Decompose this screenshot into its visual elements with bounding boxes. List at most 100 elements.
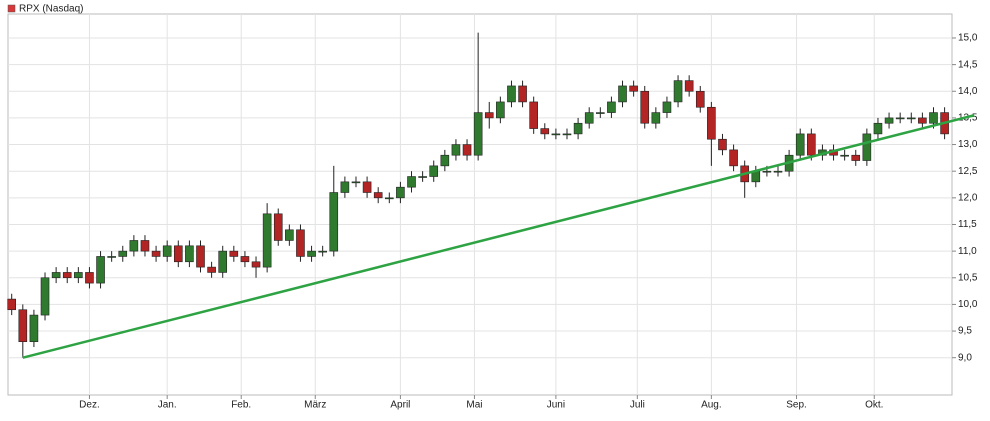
- candle-body: [851, 154, 861, 161]
- candle-body: [596, 112, 605, 114]
- y-tick-label: 15,0: [958, 33, 978, 44]
- candle-body: [695, 90, 705, 108]
- y-tick-label: 13,0: [958, 139, 978, 150]
- candle-body: [7, 298, 17, 311]
- candle-body: [562, 133, 572, 136]
- candle-body: [684, 80, 694, 92]
- candle-body: [640, 90, 650, 124]
- candle-body: [29, 314, 39, 343]
- legend-swatch: [7, 4, 16, 13]
- candle-body: [129, 240, 139, 252]
- candle-body: [496, 101, 505, 119]
- candle-body: [440, 154, 450, 167]
- candle-body: [551, 133, 561, 136]
- y-tick-label: 10,5: [958, 272, 978, 283]
- x-tick-label: Sep.: [786, 400, 807, 411]
- candle-body: [51, 272, 61, 279]
- candle-body: [207, 266, 216, 273]
- candle-body: [651, 112, 661, 124]
- candle-body: [573, 122, 583, 135]
- candle-body: [362, 181, 372, 193]
- candle-body: [451, 144, 461, 156]
- candle-body: [218, 250, 228, 273]
- y-tick-label: 12,0: [958, 192, 978, 203]
- x-tick-label: Feb.: [231, 400, 251, 411]
- candle-body: [507, 85, 516, 103]
- trend-line: [22, 114, 975, 359]
- y-tick-label: 14,0: [958, 86, 978, 97]
- candle-body: [396, 186, 405, 199]
- y-tick-label: 12,5: [958, 166, 978, 177]
- y-tick-label: 10,0: [958, 299, 978, 310]
- x-tick-label: Jan.: [158, 400, 177, 411]
- candle-body: [418, 176, 427, 178]
- candle-body: [873, 122, 883, 135]
- y-tick-label: 14,5: [958, 59, 978, 70]
- candle-body: [74, 272, 83, 279]
- candle-body: [107, 256, 116, 258]
- candle-body: [906, 117, 916, 120]
- x-tick-label: Aug.: [701, 400, 722, 411]
- y-tick-label: 11,5: [958, 219, 977, 230]
- candle-body: [462, 144, 472, 156]
- candle-body: [529, 101, 538, 129]
- candle-body: [340, 181, 350, 193]
- candle-body: [229, 250, 239, 257]
- candle-body: [351, 181, 361, 184]
- x-tick-label: April: [390, 400, 410, 411]
- candle-body: [707, 106, 716, 140]
- candle-body: [518, 85, 527, 103]
- candle-body: [795, 133, 805, 156]
- candle-body: [718, 138, 727, 151]
- candle-body: [407, 176, 416, 188]
- candle-body: [162, 245, 172, 257]
- candle-body: [618, 85, 627, 103]
- candle-body: [273, 213, 283, 241]
- candle-body: [385, 197, 394, 200]
- candle-body: [895, 117, 905, 120]
- y-tick-label: 9,0: [958, 352, 972, 363]
- candle-body: [85, 272, 94, 284]
- y-tick-label: 11,0: [958, 246, 977, 257]
- candle-body: [196, 245, 205, 268]
- candle-body: [884, 117, 894, 124]
- candle-body: [929, 112, 938, 124]
- candle-body: [473, 112, 483, 156]
- candle-body: [262, 213, 272, 268]
- candle-body: [318, 250, 327, 253]
- candle-body: [773, 170, 783, 173]
- x-tick-label: Okt.: [865, 400, 883, 411]
- candle-body: [762, 170, 772, 173]
- candle-body: [307, 250, 316, 257]
- candle-body: [151, 250, 161, 257]
- candle-body: [40, 277, 50, 316]
- candle-body: [329, 192, 339, 252]
- candle-body: [729, 149, 738, 167]
- candle-body: [18, 309, 28, 343]
- candle-body: [240, 256, 250, 263]
- candle-body: [484, 112, 494, 119]
- chart-title: RPX (Nasdaq): [19, 4, 83, 15]
- candle-body: [540, 128, 550, 135]
- candle-body: [96, 256, 105, 284]
- candle-body: [118, 250, 128, 257]
- x-tick-label: März: [304, 400, 326, 411]
- candle-body: [607, 101, 616, 113]
- candle-body: [629, 85, 638, 92]
- candle-body: [862, 133, 872, 161]
- candle-body: [584, 112, 594, 124]
- candle-body: [140, 240, 150, 252]
- candle-body: [62, 272, 72, 279]
- candle-body: [285, 229, 294, 241]
- x-tick-label: Juli: [630, 400, 645, 411]
- candle-body: [173, 245, 183, 263]
- candle-body: [673, 80, 683, 103]
- plot-area: [7, 13, 953, 396]
- x-tick-label: Juni: [547, 400, 565, 411]
- candle-body: [807, 133, 816, 156]
- candle-body: [429, 165, 439, 177]
- candle-body: [840, 154, 849, 157]
- candle-body: [185, 245, 194, 263]
- candle-body: [662, 101, 672, 113]
